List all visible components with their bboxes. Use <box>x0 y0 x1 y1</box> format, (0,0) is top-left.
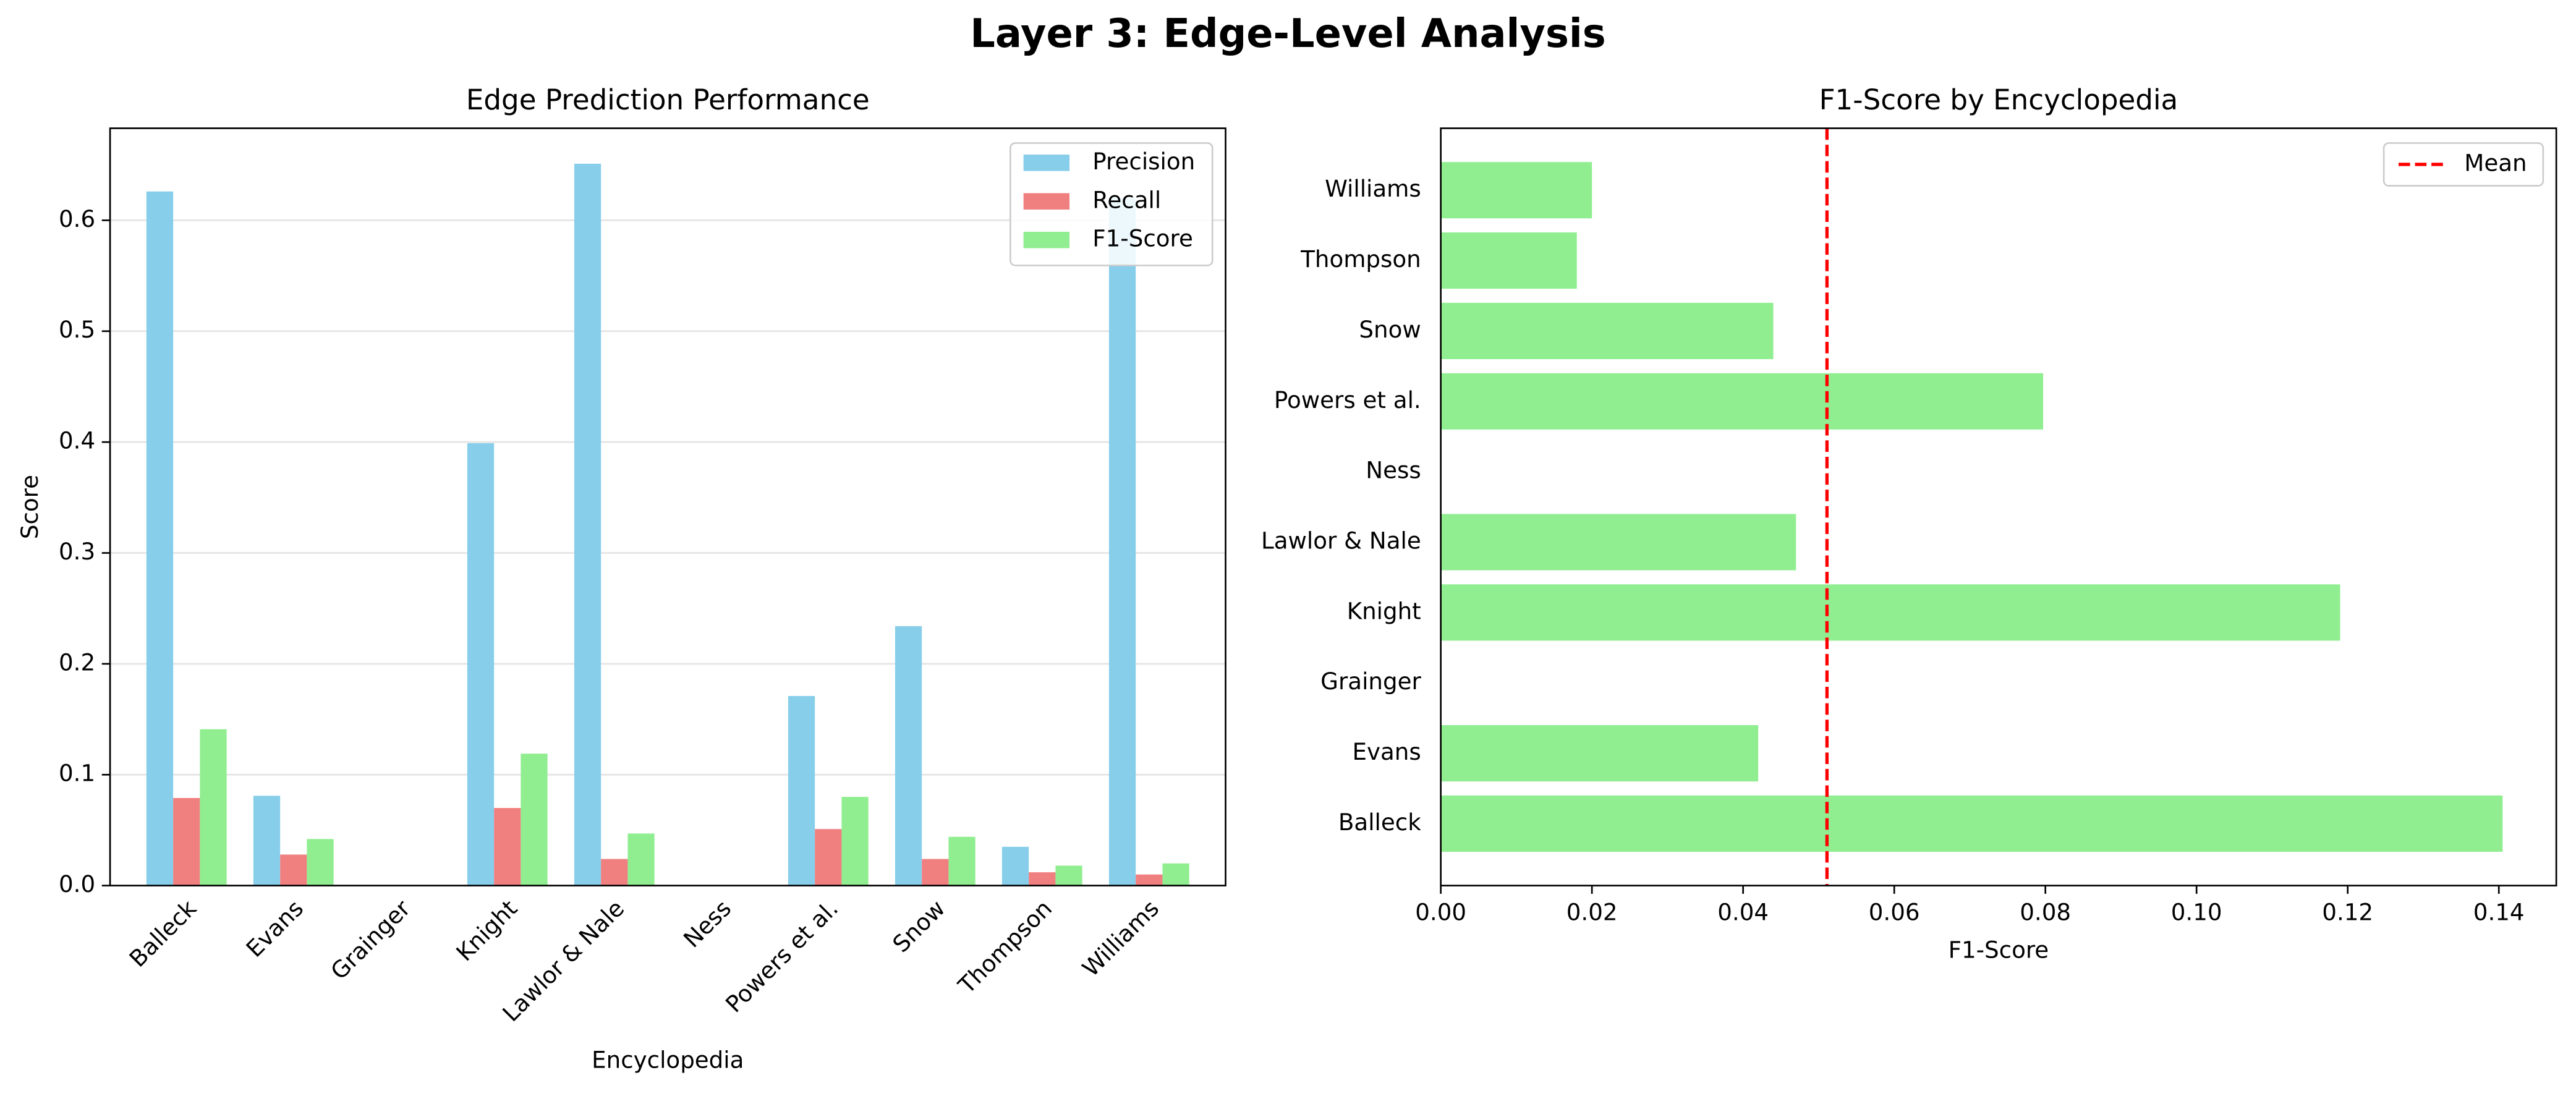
bar <box>1440 302 1774 359</box>
legend-swatch <box>1023 231 1070 249</box>
x-tick-label: 0.02 <box>1566 898 1618 925</box>
y-tick-label: Williams <box>1325 175 1421 202</box>
y-tick-label: 0.5 <box>59 316 95 343</box>
bar <box>1440 162 1592 219</box>
x-tick-label: Snow <box>887 894 950 958</box>
y-tick-label: 0.4 <box>59 427 95 454</box>
y-tick-label: Knight <box>1347 597 1421 624</box>
axes-frame <box>1440 127 2557 886</box>
x-tick-label: 0.00 <box>1415 898 1466 925</box>
y-tick-label: 0.3 <box>59 538 95 565</box>
x-tick-label: Thompson <box>953 894 1057 999</box>
x-axis-label: F1-Score <box>1949 936 2049 963</box>
bar <box>601 859 628 886</box>
bar <box>1440 795 2503 852</box>
bar <box>948 836 976 886</box>
legend-label: Precision <box>1092 148 1195 175</box>
legend-label: F1-Score <box>1092 225 1193 252</box>
y-tick-label: Thompson <box>1300 245 1421 273</box>
bar <box>1001 846 1029 886</box>
bar <box>895 626 922 886</box>
bar <box>1440 584 2340 641</box>
legend-box <box>2383 142 2544 187</box>
chart-title: Edge Prediction Performance <box>466 83 870 116</box>
bar <box>1162 863 1189 886</box>
x-tick-label: Knight <box>451 894 522 966</box>
legend-label: Recall <box>1092 186 1161 213</box>
legend-swatch <box>1023 155 1070 171</box>
bar <box>1440 232 1577 289</box>
y-tick-label: 0.1 <box>59 760 95 787</box>
legend-swatch <box>1023 193 1070 210</box>
bar <box>307 839 334 886</box>
x-tick-label: 0.14 <box>2473 898 2525 925</box>
bar <box>1029 872 1056 886</box>
bar <box>1055 865 1082 886</box>
x-tick-label: Ness <box>678 894 736 953</box>
y-tick-label: Evans <box>1353 738 1421 765</box>
bar <box>574 163 601 886</box>
y-tick-label: Lawlor & Nale <box>1261 527 1421 554</box>
x-tick-label: Balleck <box>124 894 202 972</box>
y-tick-label: 0.6 <box>59 205 95 232</box>
figure-title: Layer 3: Edge-Level Analysis <box>970 11 1606 57</box>
bar <box>1440 373 2044 430</box>
y-axis-label: Score <box>16 475 43 539</box>
x-tick-label: 0.10 <box>2171 898 2222 925</box>
bar <box>788 695 815 886</box>
axes-frame <box>109 127 1226 886</box>
bar <box>253 796 281 886</box>
bar <box>1136 874 1163 886</box>
x-tick-label: Powers et al. <box>720 894 843 1017</box>
bar <box>173 797 200 886</box>
bar <box>467 443 495 886</box>
x-tick-label: 0.08 <box>2020 898 2071 925</box>
bar <box>841 797 869 886</box>
bar <box>494 808 521 886</box>
y-tick-label: 0.2 <box>59 648 95 676</box>
x-tick-label: Grainger <box>325 894 416 985</box>
bar <box>1440 725 1759 782</box>
y-tick-label: 0.0 <box>59 870 95 898</box>
x-tick-label: 0.06 <box>1869 898 1920 925</box>
bar <box>200 729 227 886</box>
x-tick-label: Evans <box>240 894 308 962</box>
bar <box>627 833 655 886</box>
x-tick-label: 0.12 <box>2322 898 2373 925</box>
x-axis-label: Encyclopedia <box>592 1046 744 1073</box>
chart-title: F1-Score by Encyclopedia <box>1819 83 2179 116</box>
y-tick-label: Powers et al. <box>1274 386 1421 414</box>
y-tick-label: Balleck <box>1338 809 1421 836</box>
x-tick-label: Williams <box>1077 894 1164 982</box>
bar <box>521 754 548 886</box>
bar <box>922 859 949 886</box>
bar <box>815 829 842 886</box>
y-tick-label: Ness <box>1366 457 1421 484</box>
bar <box>1440 514 1796 571</box>
legend-label: Mean <box>2464 149 2527 176</box>
y-tick-label: Snow <box>1359 316 1421 343</box>
bar <box>146 191 174 886</box>
x-tick-label: 0.04 <box>1717 898 1769 925</box>
bar <box>1108 198 1136 886</box>
y-tick-label: Grainger <box>1320 668 1421 695</box>
bar <box>280 854 307 886</box>
